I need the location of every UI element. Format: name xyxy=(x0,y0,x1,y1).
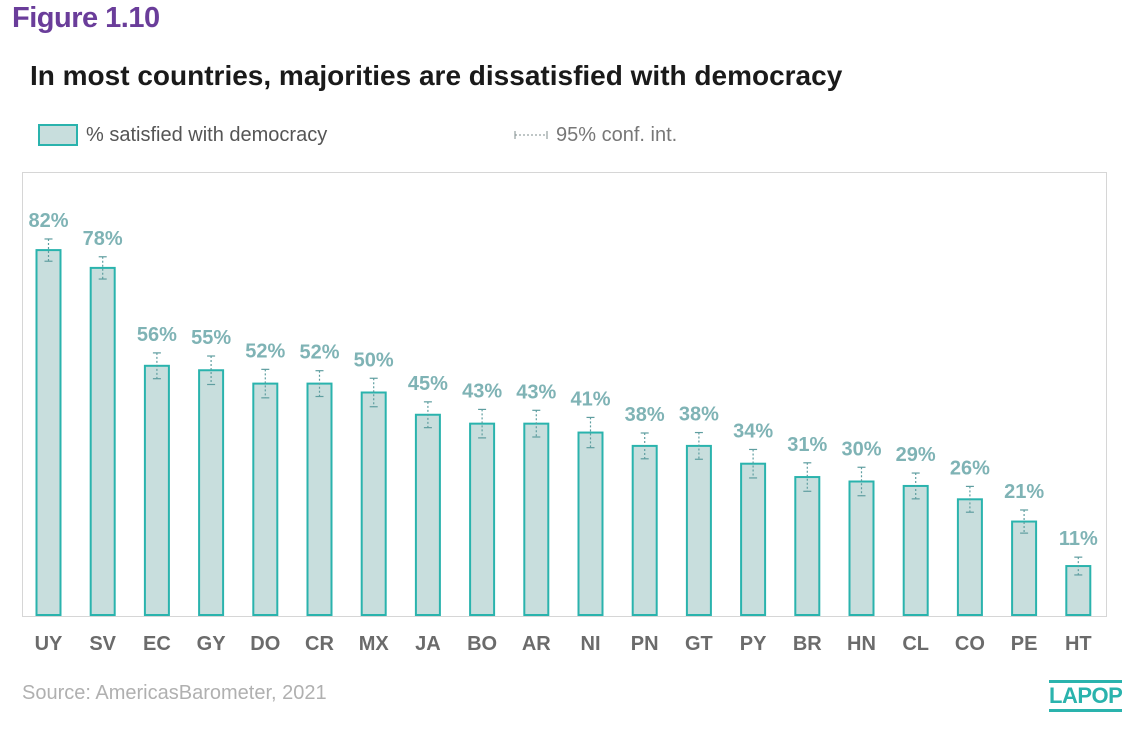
tick-label-gy: GY xyxy=(197,633,227,655)
tick-label-hn: HN xyxy=(847,633,876,655)
data-label-uy: 82% xyxy=(28,210,68,232)
bar-ht xyxy=(1065,565,1092,616)
plot-area-frame xyxy=(22,172,1107,617)
legend-ci: 95% conf. int. xyxy=(514,122,677,148)
bar-pe xyxy=(1011,520,1038,616)
tick-label-ja: JA xyxy=(415,633,441,655)
data-label-ht: 11% xyxy=(1059,528,1098,550)
data-label-ec: 56% xyxy=(137,324,177,346)
data-label-pn: 38% xyxy=(625,404,665,426)
tick-label-ni: NI xyxy=(581,633,601,655)
tick-label-gt: GT xyxy=(685,633,713,655)
data-label-do: 52% xyxy=(245,340,285,362)
bar-pn xyxy=(631,444,658,616)
data-label-pe: 21% xyxy=(1004,481,1044,503)
tick-label-cr: CR xyxy=(305,633,334,655)
bar-ec xyxy=(143,364,170,616)
bar-ar xyxy=(523,422,550,616)
bar-uy xyxy=(35,249,62,616)
bar-co xyxy=(956,498,983,616)
data-label-sv: 78% xyxy=(83,228,123,250)
bar-mx xyxy=(360,391,387,616)
bar-cr xyxy=(306,382,333,616)
legend-ci-label: 95% conf. int. xyxy=(556,123,678,146)
bar-bo xyxy=(469,422,496,616)
chart-title: In most countries, majorities are dissat… xyxy=(30,60,843,91)
lapop-logo: LAPOP xyxy=(1049,680,1123,712)
tick-label-ht: HT xyxy=(1065,633,1092,655)
tick-label-pe: PE xyxy=(1011,633,1038,655)
bar-ni xyxy=(577,431,604,616)
tick-label-ar: AR xyxy=(522,633,551,655)
legend-swatch xyxy=(38,124,78,146)
data-label-bo: 43% xyxy=(462,380,502,402)
legend-series: % satisfied with democracy xyxy=(38,122,327,148)
tick-label-bo: BO xyxy=(467,633,497,655)
data-label-hn: 30% xyxy=(841,438,881,460)
bar-br xyxy=(794,476,821,616)
tick-label-co: CO xyxy=(955,633,985,655)
data-label-gt: 38% xyxy=(679,404,719,426)
data-label-cr: 52% xyxy=(299,342,339,364)
data-label-py: 34% xyxy=(733,420,773,442)
ci-legend-icon xyxy=(514,131,548,139)
bar-py xyxy=(740,462,767,617)
data-label-gy: 55% xyxy=(191,327,231,349)
bar-gt xyxy=(685,444,712,616)
bar-sv xyxy=(89,266,116,616)
bar-hn xyxy=(848,480,875,616)
tick-label-mx: MX xyxy=(359,633,390,655)
tick-label-py: PY xyxy=(740,633,767,655)
bar-ja xyxy=(414,413,441,616)
data-label-ar: 43% xyxy=(516,381,556,403)
bar-do xyxy=(252,382,279,616)
source-note: Source: AmericasBarometer, 2021 xyxy=(22,682,327,704)
data-label-ni: 41% xyxy=(570,388,610,410)
legend-series-label: % satisfied with democracy xyxy=(86,123,328,146)
data-label-cl: 29% xyxy=(896,444,936,466)
bar-gy xyxy=(198,369,225,616)
data-label-mx: 50% xyxy=(354,349,394,371)
tick-label-br: BR xyxy=(793,633,822,655)
data-label-ja: 45% xyxy=(408,373,448,395)
tick-label-ec: EC xyxy=(143,633,171,655)
data-label-co: 26% xyxy=(950,457,990,479)
tick-label-uy: UY xyxy=(35,633,63,655)
tick-label-sv: SV xyxy=(89,633,116,655)
data-label-br: 31% xyxy=(787,434,827,456)
figure-label: Figure 1.10 xyxy=(12,2,160,34)
tick-label-pn: PN xyxy=(631,633,659,655)
tick-label-do: DO xyxy=(250,633,280,655)
bar-cl xyxy=(902,484,929,617)
tick-label-cl: CL xyxy=(902,633,929,655)
